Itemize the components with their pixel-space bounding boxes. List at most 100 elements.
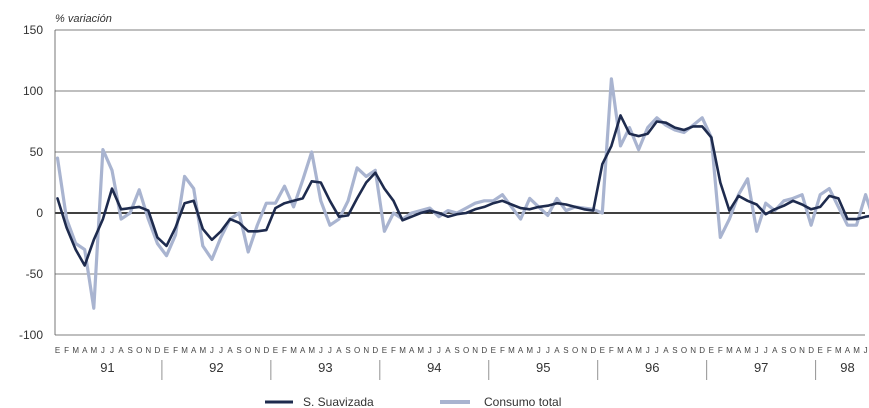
x-month-label: S [781, 346, 786, 355]
x-month-label: A [300, 346, 306, 355]
x-month-label: S [454, 346, 459, 355]
x-year-label: 93 [318, 360, 332, 375]
x-month-label: J [646, 346, 650, 355]
x-month-label: A [554, 346, 560, 355]
x-year-label: 98 [840, 360, 854, 375]
x-month-label: M [526, 346, 533, 355]
x-month-label: N [254, 346, 260, 355]
y-tick-label: -100 [19, 328, 43, 342]
x-month-label: M [726, 346, 733, 355]
x-month-label: F [173, 346, 178, 355]
x-month-label: E [491, 346, 496, 355]
x-month-label: A [227, 346, 233, 355]
x-year-label: 97 [754, 360, 768, 375]
x-month-label: M [835, 346, 842, 355]
x-month-label: M [72, 346, 79, 355]
y-tick-labels: 150 100 50 0 -50 -100 [19, 23, 43, 342]
x-month-label: J [546, 346, 550, 355]
x-month-label: J [755, 346, 759, 355]
x-month-label: M [508, 346, 515, 355]
x-month-label: E [273, 346, 278, 355]
x-month-label: E [818, 346, 823, 355]
x-month-label: J [537, 346, 541, 355]
x-month-label: J [328, 346, 332, 355]
x-month-label: E [55, 346, 60, 355]
x-month-label: A [118, 346, 124, 355]
x-month-label: N [799, 346, 805, 355]
x-month-label: A [82, 346, 88, 355]
x-month-label: O [681, 346, 687, 355]
x-month-label: N [472, 346, 478, 355]
y-axis-label: % variación [55, 13, 112, 25]
x-month-label: D [154, 346, 160, 355]
x-month-label: D [372, 346, 378, 355]
gridlines [54, 29, 865, 336]
x-month-label: O [245, 346, 251, 355]
x-month-label: F [827, 346, 832, 355]
x-month-label: F [282, 346, 287, 355]
x-month-label: M [617, 346, 624, 355]
x-month-label: A [627, 346, 633, 355]
x-month-label: S [345, 346, 350, 355]
x-month-label: O [136, 346, 142, 355]
x-month-label: A [663, 346, 669, 355]
y-tick-label: -50 [26, 267, 44, 281]
x-year-label: 91 [100, 360, 114, 375]
x-month-label: J [437, 346, 441, 355]
x-month-label: M [308, 346, 315, 355]
x-month-label: S [672, 346, 677, 355]
x-month-label: E [382, 346, 387, 355]
x-month-label: M [290, 346, 297, 355]
x-month-label: S [127, 346, 132, 355]
x-month-label: D [590, 346, 596, 355]
x-month-label: M [635, 346, 642, 355]
x-month-label: E [600, 346, 605, 355]
x-year-label: 94 [427, 360, 441, 375]
x-month-label: J [101, 346, 105, 355]
x-month-label: F [391, 346, 396, 355]
x-month-label: S [236, 346, 241, 355]
x-month-label: J [319, 346, 323, 355]
x-month-label: F [64, 346, 69, 355]
y-tick-label: 150 [23, 23, 43, 37]
x-month-label: D [699, 346, 705, 355]
x-month-label: D [808, 346, 814, 355]
x-month-label: A [191, 346, 197, 355]
x-month-label: M [853, 346, 860, 355]
x-month-label: D [263, 346, 269, 355]
y-tick-label: 0 [36, 206, 43, 220]
x-month-label: S [563, 346, 568, 355]
x-year-label: 96 [645, 360, 659, 375]
x-month-label: A [845, 346, 851, 355]
x-month-label: M [199, 346, 206, 355]
x-month-label: D [481, 346, 487, 355]
x-month-label: N [690, 346, 696, 355]
x-month-label: E [164, 346, 169, 355]
x-month-label: J [210, 346, 214, 355]
x-month-label: F [500, 346, 505, 355]
x-month-label: O [572, 346, 578, 355]
x-month-label: M [744, 346, 751, 355]
x-month-label: N [581, 346, 587, 355]
x-month-label: A [736, 346, 742, 355]
x-month-label: O [790, 346, 796, 355]
x-month-label: O [354, 346, 360, 355]
x-month-label: J [764, 346, 768, 355]
x-month-label: J [864, 346, 868, 355]
x-month-label: F [609, 346, 614, 355]
x-month-label: M [181, 346, 188, 355]
legend: S. Suavizada Consumo total [265, 395, 561, 408]
x-month-label: A [518, 346, 524, 355]
x-month-label: N [363, 346, 369, 355]
x-month-label: A [772, 346, 778, 355]
x-month-label: M [399, 346, 406, 355]
x-month-label: A [336, 346, 342, 355]
x-month-label: J [655, 346, 659, 355]
legend-label-suavizada: S. Suavizada [303, 395, 374, 408]
legend-label-consumo: Consumo total [484, 395, 561, 408]
x-month-label: N [145, 346, 151, 355]
series-lines [55, 77, 869, 310]
y-tick-label: 100 [23, 84, 43, 98]
